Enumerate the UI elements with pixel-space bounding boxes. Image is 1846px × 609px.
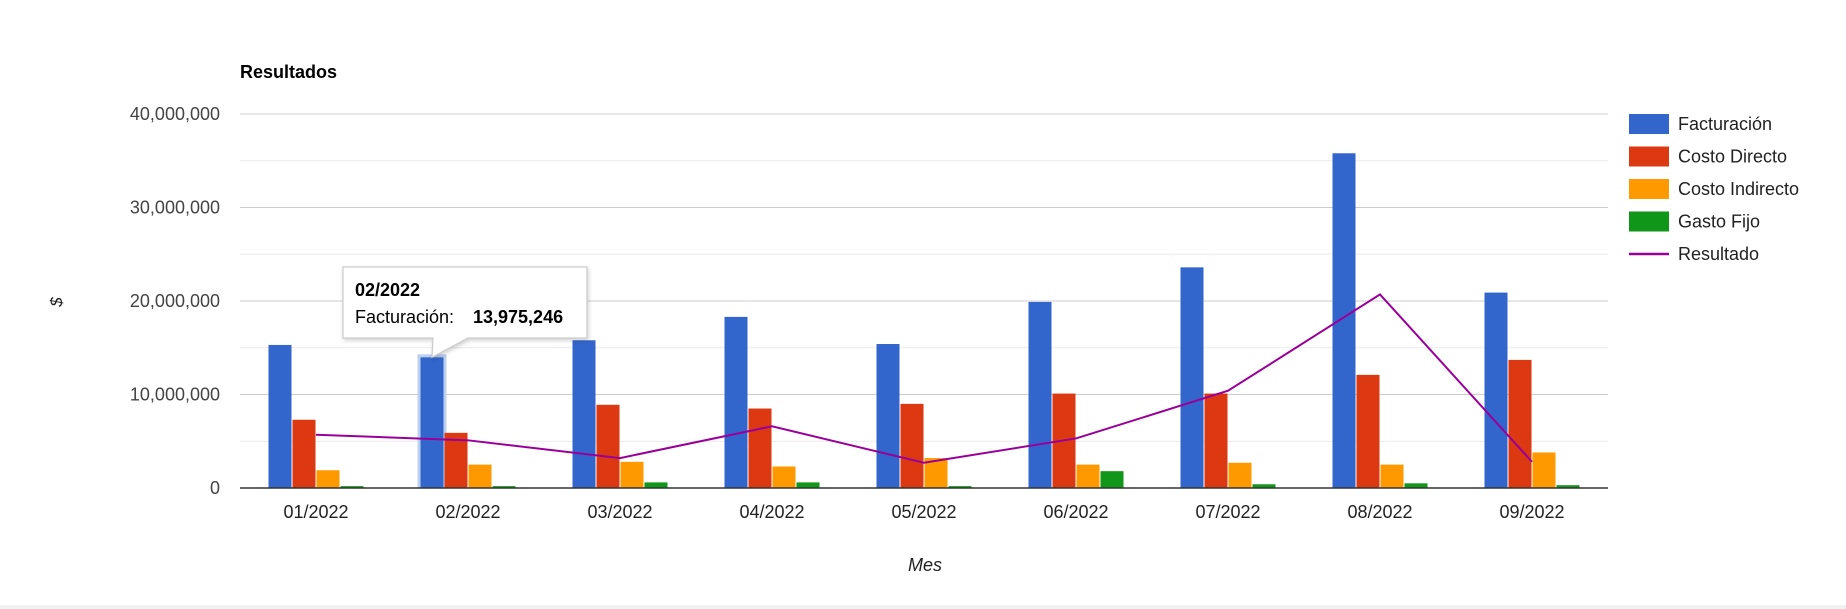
bar [268, 344, 292, 488]
legend-label: Facturación [1678, 114, 1772, 134]
legend-label: Costo Indirecto [1678, 179, 1799, 199]
bar [572, 340, 596, 488]
bar [1356, 374, 1380, 488]
bar [724, 316, 748, 488]
legend-label: Costo Directo [1678, 147, 1787, 167]
bar [1204, 393, 1228, 488]
legend: Facturación Costo Directo Costo Indirecto G… [1629, 114, 1799, 264]
chart-title: Resultados [240, 62, 337, 82]
y-axis-ticks: 0 10,000,000 20,000,000 30,000,000 40,000,00… [130, 104, 220, 498]
legend-swatch [1629, 179, 1669, 199]
x-tick-label: 08/2022 [1347, 502, 1412, 522]
result-line [315, 293, 1533, 464]
bar [1028, 301, 1052, 488]
bar [1556, 485, 1580, 488]
tooltip-label: Facturación: [355, 307, 454, 327]
tooltip-box [342, 266, 588, 359]
legend-swatch [1629, 211, 1669, 232]
bar [1332, 153, 1356, 488]
tooltip-title: 02/2022 [355, 280, 420, 300]
y-tick-label: 40,000,000 [130, 104, 220, 124]
bar [748, 408, 772, 488]
bar [1532, 452, 1556, 488]
bar [1404, 483, 1428, 488]
bar [620, 461, 644, 488]
bar [1180, 267, 1204, 488]
y-tick-label: 20,000,000 [130, 291, 220, 311]
bar [1076, 464, 1100, 488]
y-axis-label: $ [47, 297, 66, 308]
legend-swatch [1629, 146, 1669, 167]
tooltip-value: 13,975,246 [473, 307, 563, 327]
y-tick-label: 10,000,000 [130, 385, 220, 405]
bar [292, 419, 316, 488]
line-series [315, 293, 1533, 464]
bar [644, 482, 668, 488]
x-tick-label: 06/2022 [1043, 502, 1108, 522]
y-tick-label: 0 [210, 478, 220, 498]
bar [948, 486, 972, 488]
bar [1484, 292, 1508, 488]
bar [1380, 464, 1404, 488]
bar [340, 486, 364, 488]
bar [1252, 484, 1276, 488]
bar [316, 470, 340, 488]
bar [492, 486, 516, 488]
bar [1100, 471, 1124, 488]
x-tick-label: 04/2022 [739, 502, 804, 522]
bar [444, 432, 468, 488]
x-tick-label: 05/2022 [891, 502, 956, 522]
tooltip: 02/2022 Facturación: 13,975,246 [342, 266, 588, 359]
bar [796, 482, 820, 488]
x-tick-label: 02/2022 [435, 502, 500, 522]
bar [596, 404, 620, 488]
bar [772, 466, 796, 488]
bars [268, 153, 1580, 488]
legend-label: Resultado [1678, 244, 1759, 264]
x-tick-label: 07/2022 [1195, 502, 1260, 522]
bar [876, 344, 900, 488]
bar [900, 403, 924, 488]
x-tick-label: 03/2022 [587, 502, 652, 522]
bar [1508, 359, 1532, 488]
legend-label: Gasto Fijo [1678, 212, 1760, 232]
bar [924, 458, 948, 488]
bar [468, 464, 492, 488]
bar [1228, 462, 1252, 488]
bottom-divider [0, 605, 1846, 609]
x-tick-label: 01/2022 [283, 502, 348, 522]
y-tick-label: 30,000,000 [130, 198, 220, 218]
x-axis-label: Mes [908, 555, 942, 575]
x-axis-ticks: 01/2022 02/2022 03/2022 04/2022 05/2022 06/20… [283, 502, 1564, 522]
legend-swatch [1629, 114, 1669, 134]
bar [420, 357, 444, 488]
x-tick-label: 09/2022 [1499, 502, 1564, 522]
